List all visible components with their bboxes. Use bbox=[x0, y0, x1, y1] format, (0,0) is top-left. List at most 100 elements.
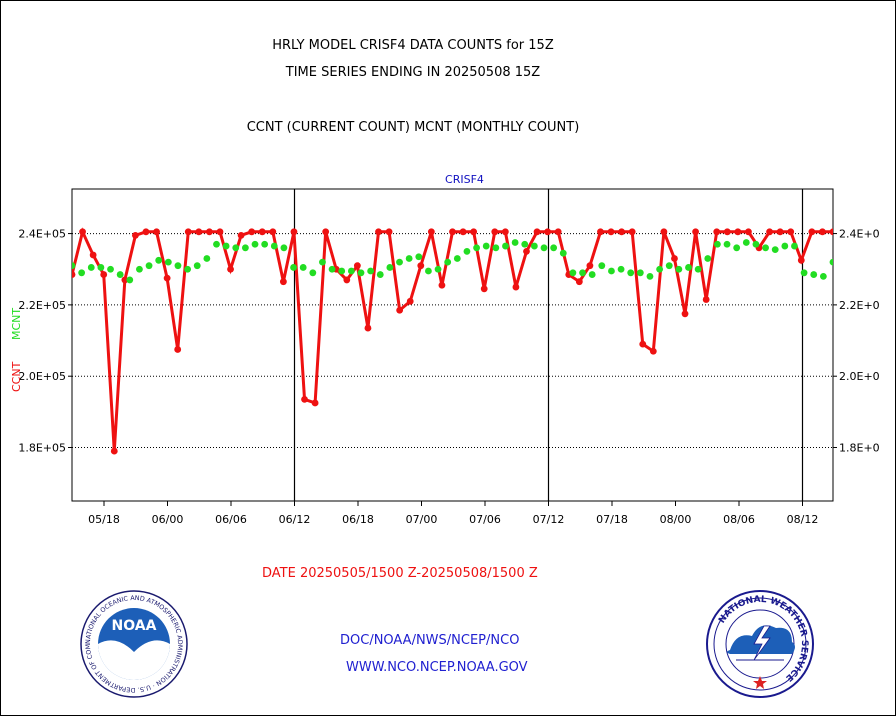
data-point-mcnt bbox=[193, 262, 201, 270]
data-point-ccnt bbox=[671, 255, 678, 262]
data-point-ccnt bbox=[797, 256, 805, 264]
data-point-mcnt bbox=[136, 265, 143, 273]
data-point-ccnt bbox=[311, 399, 319, 407]
date-range-label: DATE 20250505/1500 Z-20250508/1500 Z bbox=[262, 566, 538, 581]
data-point-mcnt bbox=[829, 258, 833, 266]
data-point-mcnt bbox=[309, 269, 317, 277]
data-point-ccnt bbox=[216, 228, 224, 236]
data-point-mcnt bbox=[78, 269, 86, 277]
x-tick-label: 08/06 bbox=[723, 513, 755, 526]
y-left-axis-label-ccnt: CCNT bbox=[10, 361, 23, 392]
y-left-tick-label: 2.0E+05 bbox=[18, 370, 66, 383]
data-point-mcnt bbox=[184, 265, 191, 273]
data-point-ccnt bbox=[153, 228, 160, 236]
data-point-ccnt bbox=[353, 262, 361, 270]
y-left-tick-label: 2.4E+05 bbox=[18, 228, 66, 241]
plot-title: CRISF4 bbox=[445, 173, 484, 186]
nws-logo: NATIONAL WEATHER SERVICE bbox=[706, 590, 814, 698]
data-point-mcnt bbox=[704, 255, 712, 262]
data-point-mcnt bbox=[213, 240, 220, 248]
data-point-mcnt bbox=[530, 242, 538, 250]
data-point-mcnt bbox=[347, 267, 355, 275]
data-point-mcnt bbox=[155, 256, 163, 264]
data-point-mcnt bbox=[338, 267, 346, 275]
data-point-mcnt bbox=[145, 262, 153, 270]
data-point-ccnt bbox=[586, 262, 594, 270]
data-point-ccnt bbox=[174, 346, 182, 353]
data-point-ccnt bbox=[72, 271, 76, 278]
data-point-ccnt bbox=[745, 228, 752, 236]
data-point-mcnt bbox=[482, 242, 490, 250]
series-line-ccnt bbox=[72, 227, 833, 452]
data-point-mcnt bbox=[752, 240, 760, 248]
data-point-mcnt bbox=[714, 240, 721, 248]
data-point-mcnt bbox=[791, 242, 798, 250]
data-point-ccnt bbox=[607, 228, 615, 236]
data-point-mcnt bbox=[434, 265, 442, 273]
data-point-ccnt bbox=[512, 283, 520, 291]
data-point-ccnt bbox=[692, 228, 699, 236]
data-point-ccnt bbox=[491, 228, 499, 236]
data-point-ccnt bbox=[618, 228, 626, 236]
data-point-ccnt bbox=[734, 228, 742, 236]
data-point-ccnt bbox=[110, 447, 118, 455]
data-point-ccnt bbox=[301, 395, 308, 403]
data-point-mcnt bbox=[203, 255, 211, 262]
data-point-mcnt bbox=[559, 249, 567, 257]
data-point-ccnt bbox=[702, 296, 710, 303]
data-point-ccnt bbox=[195, 228, 203, 236]
data-point-mcnt bbox=[579, 269, 586, 277]
data-point-mcnt bbox=[405, 255, 413, 262]
x-tick-label: 07/06 bbox=[469, 513, 501, 526]
data-point-mcnt bbox=[771, 246, 779, 254]
data-point-mcnt bbox=[415, 253, 423, 261]
data-point-ccnt bbox=[597, 228, 604, 236]
data-point-ccnt bbox=[121, 276, 129, 284]
data-point-mcnt bbox=[270, 242, 278, 250]
data-point-ccnt bbox=[829, 228, 833, 236]
data-point-mcnt bbox=[251, 240, 259, 248]
y-right-tick-label: 2.0E+0 bbox=[839, 370, 880, 383]
y-right-tick-label: 1.8E+0 bbox=[839, 442, 880, 455]
data-point-ccnt bbox=[628, 228, 636, 236]
data-point-ccnt bbox=[290, 228, 298, 236]
x-tick-label: 08/00 bbox=[660, 513, 692, 526]
data-point-ccnt bbox=[808, 228, 816, 236]
data-point-mcnt bbox=[116, 271, 124, 278]
chart-subtitle: CCNT (CURRENT COUNT) MCNT (MONTHLY COUNT… bbox=[246, 120, 580, 135]
data-point-ccnt bbox=[417, 262, 425, 270]
data-point-mcnt bbox=[357, 269, 365, 277]
data-point-mcnt bbox=[502, 242, 509, 250]
data-point-mcnt bbox=[675, 265, 683, 273]
data-point-mcnt bbox=[396, 258, 403, 266]
data-point-ccnt bbox=[322, 228, 330, 236]
data-point-ccnt bbox=[766, 228, 773, 236]
data-point-mcnt bbox=[444, 258, 452, 266]
data-point-ccnt bbox=[819, 228, 826, 236]
data-point-mcnt bbox=[819, 272, 827, 280]
data-point-mcnt bbox=[742, 239, 750, 246]
data-point-mcnt bbox=[164, 258, 172, 266]
data-point-ccnt bbox=[723, 228, 731, 236]
data-point-ccnt bbox=[427, 228, 435, 236]
org-label: DOC/NOAA/NWS/NCEP/NCO bbox=[340, 633, 520, 648]
data-point-mcnt bbox=[261, 240, 269, 248]
data-point-ccnt bbox=[438, 281, 446, 289]
data-point-ccnt bbox=[501, 228, 509, 236]
data-point-ccnt bbox=[787, 228, 795, 236]
data-point-mcnt bbox=[733, 244, 741, 252]
data-point-ccnt bbox=[89, 251, 97, 259]
data-point-mcnt bbox=[87, 264, 95, 271]
x-tick-label: 06/06 bbox=[215, 513, 247, 526]
x-tick-label: 08/12 bbox=[787, 513, 819, 526]
data-point-ccnt bbox=[163, 274, 171, 282]
data-point-ccnt bbox=[396, 306, 404, 314]
x-tick-label: 06/12 bbox=[279, 513, 311, 526]
data-point-ccnt bbox=[385, 228, 393, 236]
x-tick-label: 05/18 bbox=[88, 513, 120, 526]
data-point-mcnt bbox=[588, 271, 596, 278]
data-point-ccnt bbox=[554, 228, 562, 236]
data-point-ccnt bbox=[132, 231, 139, 239]
data-point-mcnt bbox=[126, 276, 134, 284]
data-point-ccnt bbox=[470, 228, 478, 236]
